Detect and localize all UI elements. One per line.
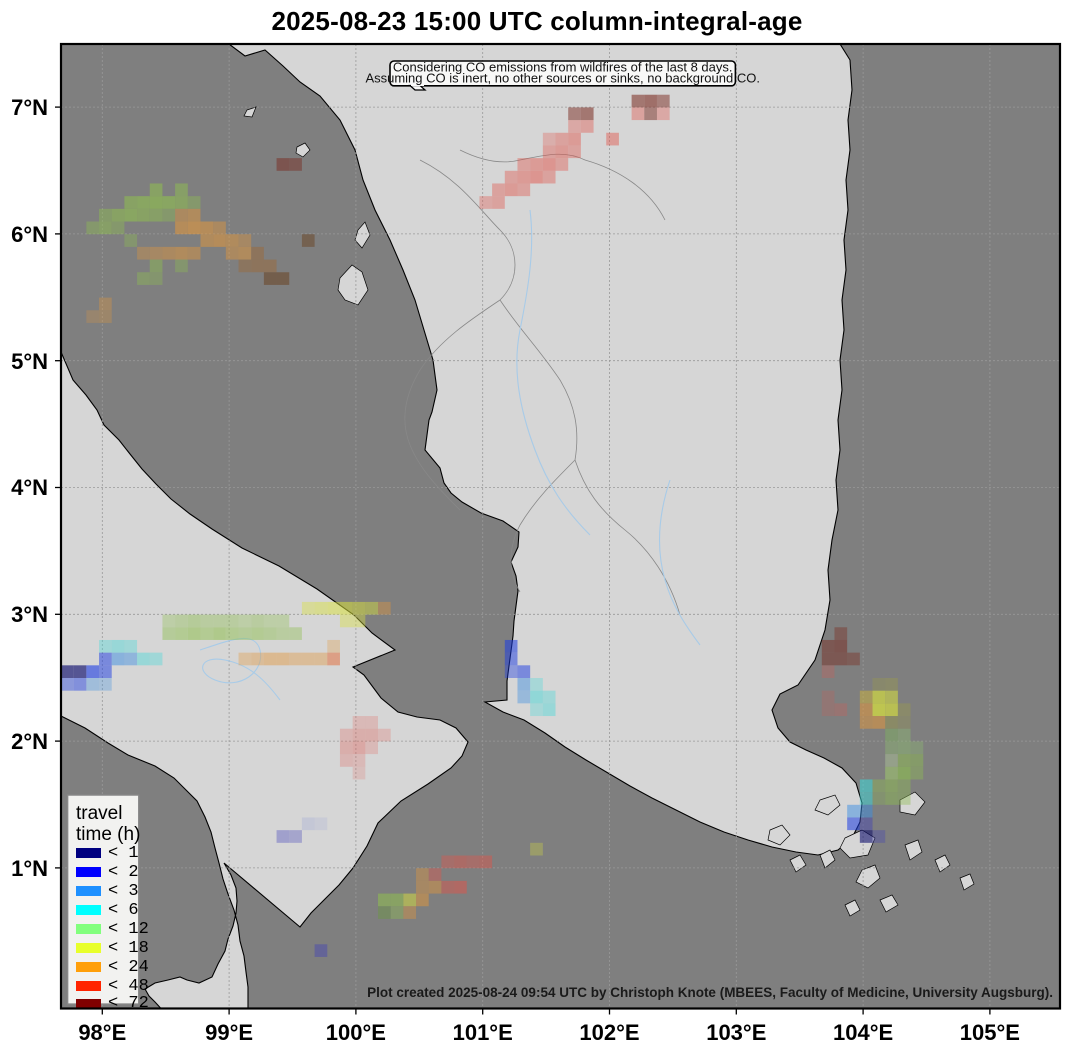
svg-text:< 3: < 3 (108, 882, 139, 901)
svg-text:105°E: 105°E (960, 1020, 1020, 1045)
svg-text:travel: travel (76, 803, 122, 824)
svg-text:< 2: < 2 (108, 863, 139, 882)
svg-text:99°E: 99°E (205, 1020, 253, 1045)
svg-text:101°E: 101°E (453, 1020, 513, 1045)
svg-text:< 18: < 18 (108, 939, 149, 958)
svg-text:103°E: 103°E (706, 1020, 766, 1045)
svg-text:Assuming CO is inert, no other: Assuming CO is inert, no other sources o… (365, 71, 760, 86)
svg-text:< 12: < 12 (108, 920, 149, 939)
svg-text:6°N: 6°N (11, 222, 48, 247)
svg-text:100°E: 100°E (326, 1020, 386, 1045)
svg-text:< 1: < 1 (108, 844, 139, 863)
svg-text:5°N: 5°N (11, 349, 48, 374)
svg-text:3°N: 3°N (11, 602, 48, 627)
svg-text:< 24: < 24 (108, 958, 149, 977)
svg-text:7°N: 7°N (11, 95, 48, 120)
svg-text:< 6: < 6 (108, 901, 139, 920)
svg-text:Plot created 2025-08-24 09:54: Plot created 2025-08-24 09:54 UTC by Chr… (367, 985, 1053, 1000)
svg-text:4°N: 4°N (11, 475, 48, 500)
svg-text:< 72: < 72 (108, 994, 149, 1013)
svg-text:104°E: 104°E (833, 1020, 893, 1045)
svg-text:2°N: 2°N (11, 729, 48, 754)
svg-text:1°N: 1°N (11, 856, 48, 881)
svg-text:102°E: 102°E (579, 1020, 639, 1045)
svg-text:time (h): time (h) (76, 824, 140, 845)
svg-text:98°E: 98°E (78, 1020, 126, 1045)
